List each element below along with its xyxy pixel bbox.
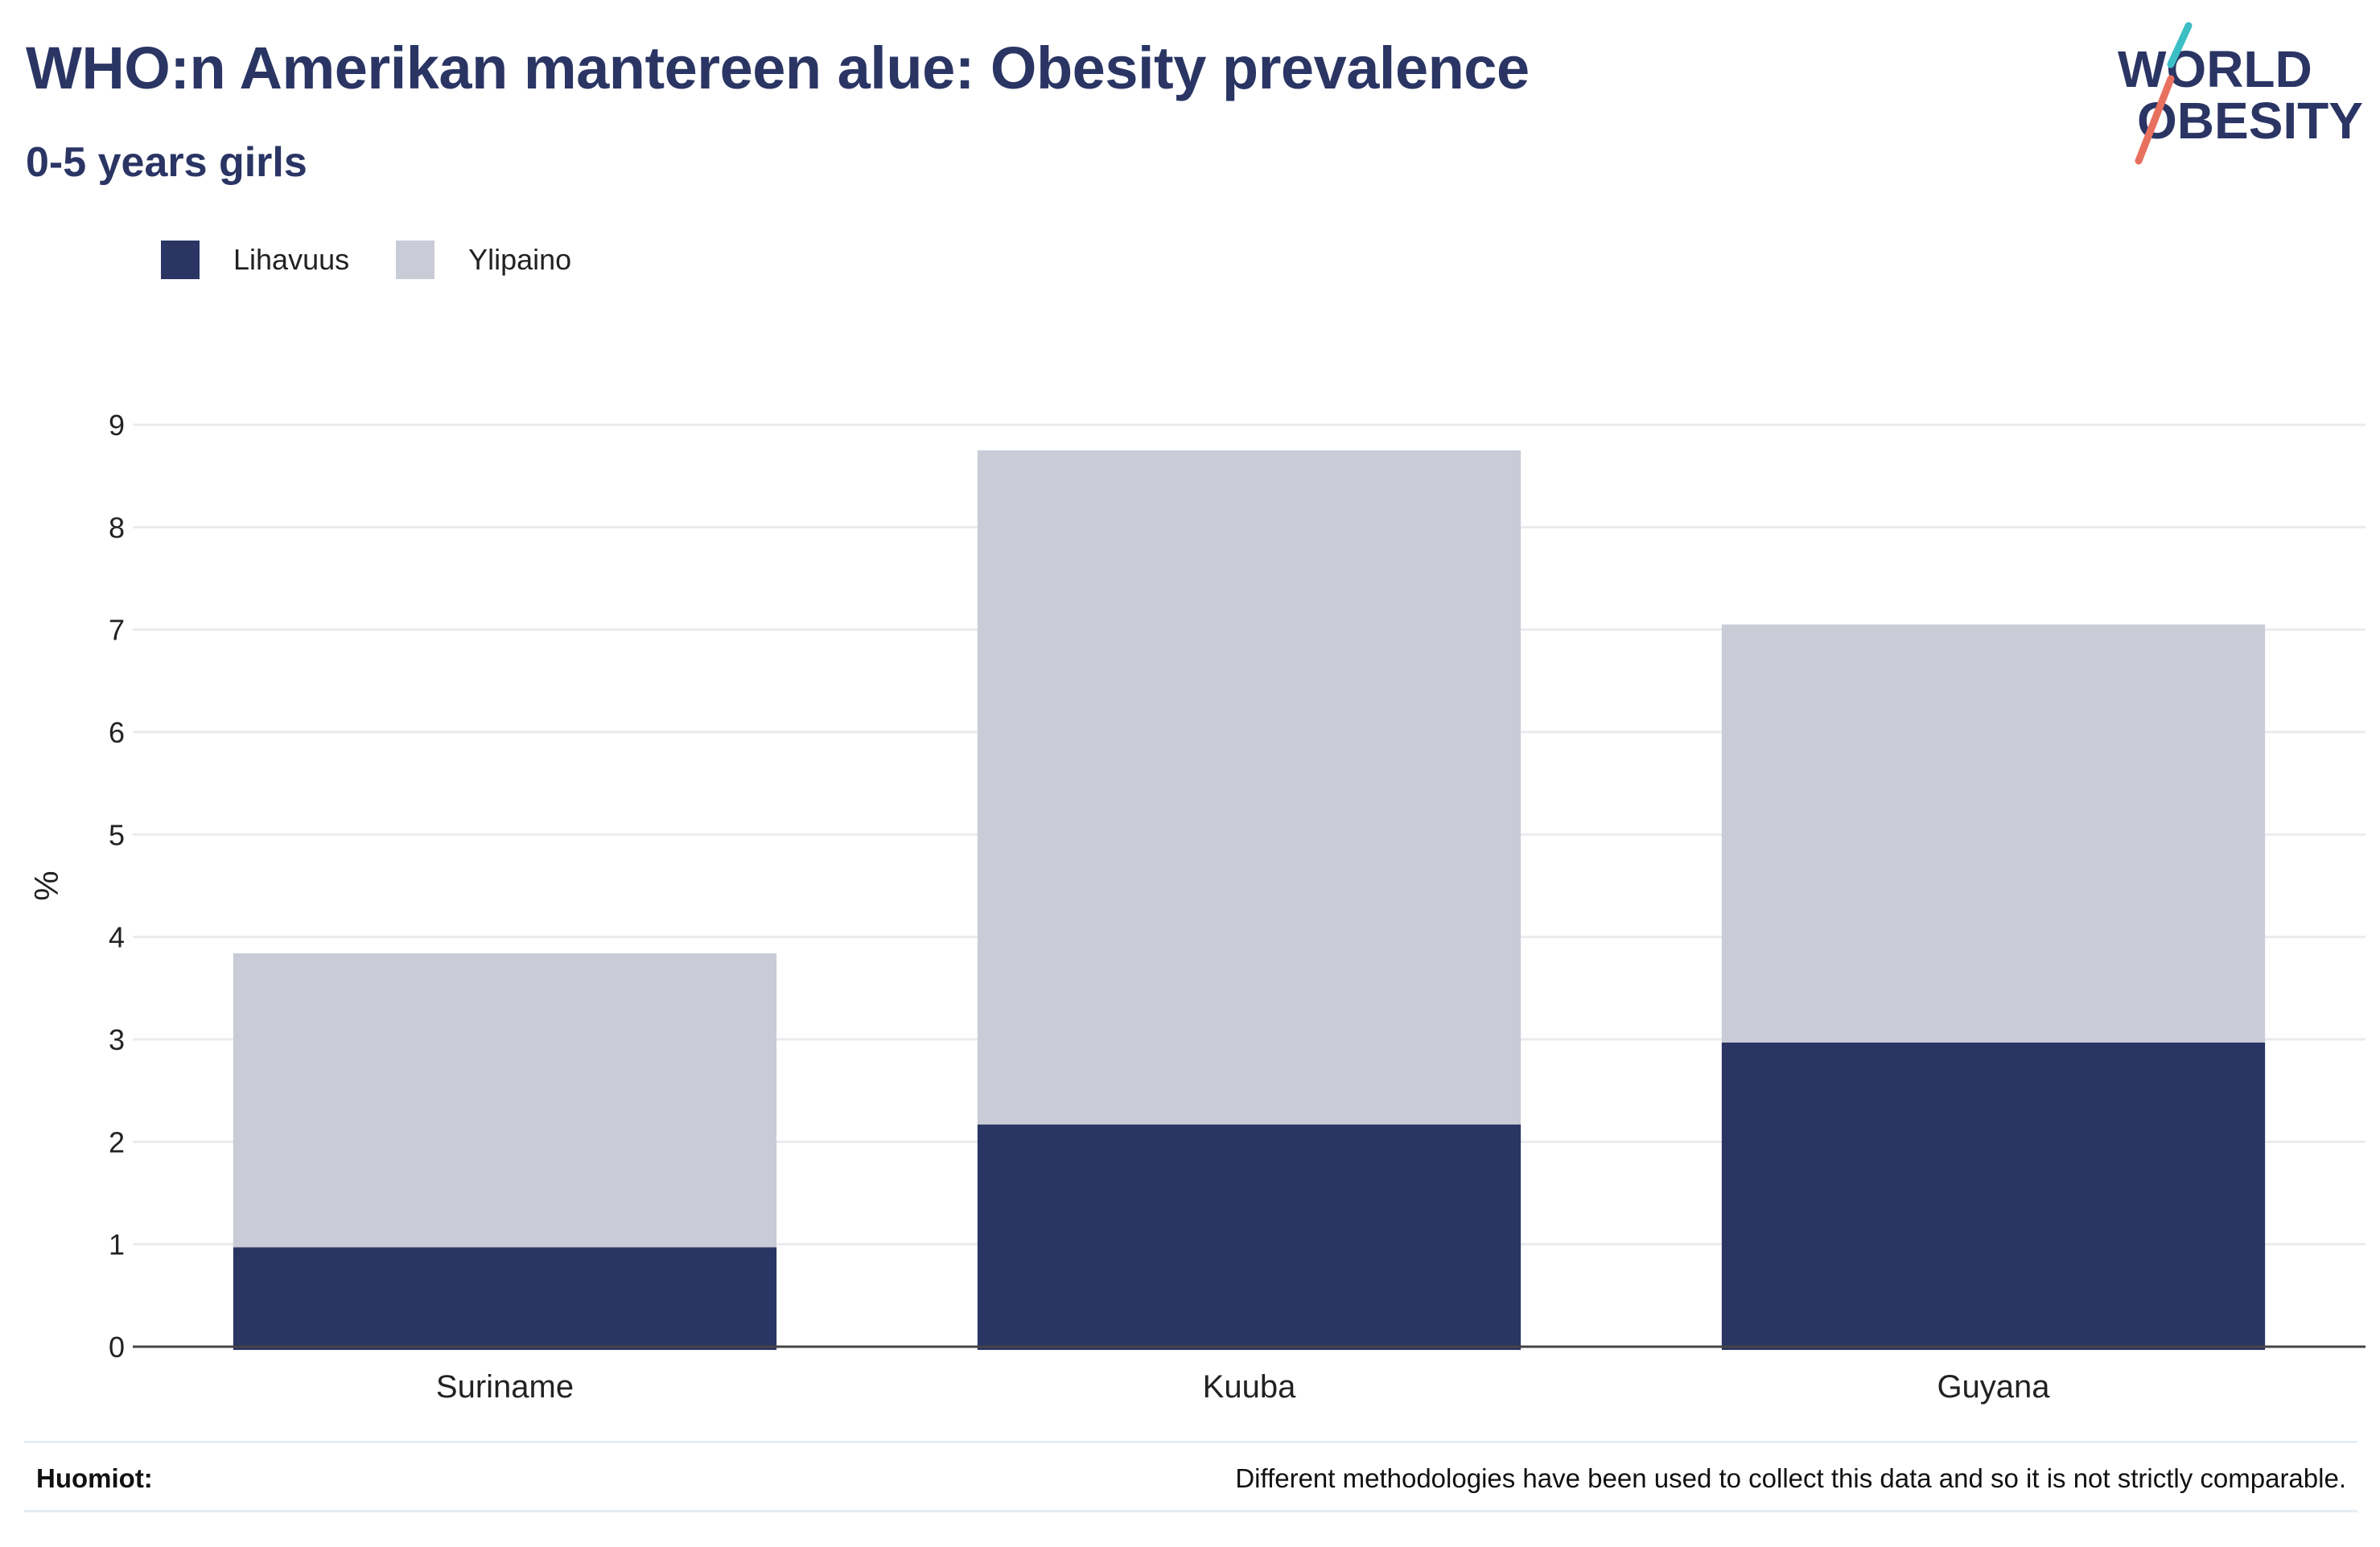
- logo-line1: WORLD: [2118, 40, 2312, 98]
- notes-text: Different methodologies have been used t…: [1235, 1463, 2346, 1493]
- world-obesity-logo: WORLD OBESITY: [2118, 22, 2363, 165]
- y-tick-label: 9: [109, 409, 125, 442]
- bar-ylipaino-guyana[interactable]: [1721, 624, 2266, 1043]
- y-tick-label: 6: [109, 716, 125, 749]
- legend-label-lihavuus: Lihavuus: [233, 243, 350, 276]
- legend-item-ylipaino[interactable]: Ylipaino: [396, 241, 571, 279]
- y-axis-label: %: [27, 870, 65, 900]
- chart-legend: Lihavuus Ylipaino: [161, 237, 618, 282]
- y-axis-ticks: 0 1 2 3 4 5 6 7 8 9: [109, 409, 125, 1364]
- logo-slash-bottom: [2135, 75, 2175, 165]
- notes-label: Huomiot:: [36, 1463, 153, 1493]
- x-tick-label: Kuuba: [1203, 1369, 1296, 1405]
- footer-divider-top: [24, 1441, 2357, 1443]
- legend-swatch-ylipaino: [396, 241, 435, 279]
- y-tick-label: 5: [109, 818, 125, 851]
- bar-ylipaino-kuuba[interactable]: [977, 450, 1521, 1125]
- y-tick-label: 7: [109, 614, 125, 647]
- y-tick-label: 4: [109, 921, 125, 954]
- y-tick-label: 3: [109, 1023, 125, 1056]
- bar-lihavuus-suriname[interactable]: [233, 1247, 777, 1350]
- logo-line2: OBESITY: [2137, 92, 2363, 150]
- legend-swatch-lihavuus: [161, 241, 200, 279]
- bar-chart: 0 1 2 3 4 5 6 7 8 9 Suriname Kuuba Guyana %: [27, 409, 2366, 1405]
- bar-lihavuus-guyana[interactable]: [1721, 1042, 2266, 1350]
- logo-slash-top: [2167, 22, 2193, 68]
- x-axis-labels: Suriname Kuuba Guyana: [436, 1369, 2050, 1405]
- y-tick-label: 0: [109, 1331, 125, 1364]
- bar-lihavuus-kuuba[interactable]: [977, 1124, 1521, 1350]
- y-tick-label: 8: [109, 511, 125, 544]
- bar-ylipaino-suriname[interactable]: [233, 953, 777, 1248]
- legend-item-lihavuus[interactable]: Lihavuus: [161, 241, 349, 279]
- chart-subtitle: 0-5 years girls: [26, 139, 307, 186]
- chart-title: WHO:n Amerikan mantereen alue: Obesity p…: [26, 35, 1530, 101]
- footer-divider-bottom: [24, 1510, 2357, 1512]
- x-tick-label: Suriname: [436, 1369, 574, 1405]
- y-tick-label: 1: [109, 1228, 125, 1261]
- bars: [233, 450, 2266, 1350]
- x-tick-label: Guyana: [1937, 1369, 2050, 1405]
- y-tick-label: 2: [109, 1125, 125, 1158]
- legend-label-ylipaino: Ylipaino: [468, 243, 572, 276]
